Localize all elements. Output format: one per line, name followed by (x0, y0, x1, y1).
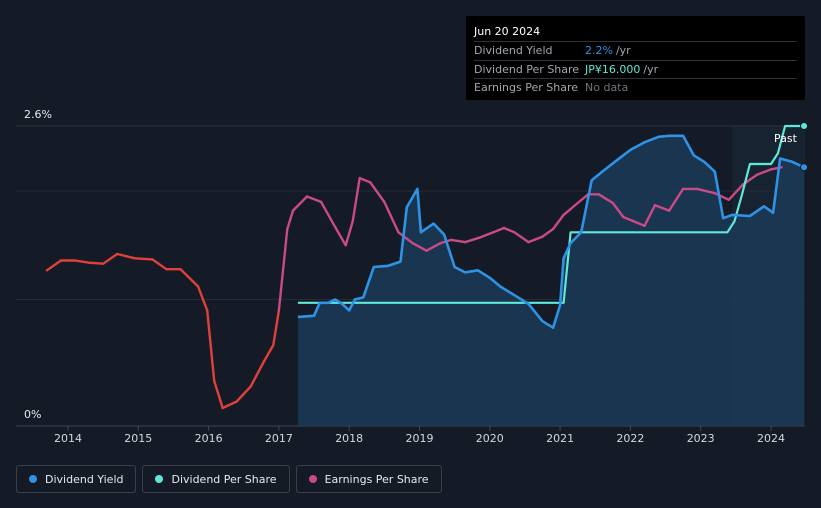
eps-segment (221, 400, 238, 410)
eps-segment (449, 238, 467, 244)
eps-segment (597, 193, 614, 205)
eps-segment (713, 191, 730, 202)
eps-segment (513, 231, 530, 244)
legend-label: Earnings Per Share (324, 472, 429, 486)
eps-segment (272, 309, 281, 347)
eps-segment (611, 201, 625, 219)
eps-segment (541, 227, 555, 238)
tooltip-value: No data (585, 81, 629, 94)
eps-segment (151, 258, 168, 271)
dividend-yield-area (297, 135, 804, 427)
eps-segment (667, 187, 685, 212)
x-tick-label: 2020 (476, 432, 504, 445)
eps-segment (696, 187, 716, 195)
x-tick-label: 2021 (546, 432, 574, 445)
eps-segment (492, 226, 506, 234)
legend-label: Dividend Yield (45, 472, 124, 486)
x-tick-label: 2024 (757, 432, 785, 445)
x-tick-label: 2016 (195, 432, 223, 445)
tooltip-label: Dividend Yield (474, 44, 553, 57)
eps-segment (87, 261, 105, 265)
eps-segment (333, 225, 347, 247)
eps-segment (344, 220, 354, 247)
eps-segment (527, 235, 544, 244)
eps-segment (464, 236, 481, 244)
eps-segment (576, 193, 590, 205)
eps-segment (411, 241, 428, 252)
eps-segment (286, 209, 295, 231)
eps-segment (397, 231, 414, 245)
tooltip-row-dividend-yield: Dividend Yield 2.2% /yr (474, 42, 797, 61)
x-tick-label: 2017 (265, 432, 293, 445)
tooltip-label: Dividend Per Share (474, 62, 580, 76)
eps-segment (383, 200, 400, 234)
tooltip-label: Earnings Per Share (474, 81, 579, 94)
eps-segment (73, 259, 91, 264)
tooltip-date: Jun 20 2024 (474, 23, 797, 42)
eps-segment (369, 181, 386, 204)
chart-legend: Dividend Yield Dividend Per Share Earnin… (16, 465, 442, 493)
tooltip-row-earnings-per-share: Earnings Per Share No data (474, 79, 797, 97)
dividend-yield-line (297, 134, 805, 329)
yield-end-marker (800, 163, 809, 172)
eps-segment (101, 252, 119, 265)
eps-segment (622, 215, 636, 223)
eps-segment (632, 220, 646, 228)
x-tick-label: 2019 (406, 432, 434, 445)
y-tick-label-top: 2.6% (24, 108, 52, 121)
eps-segment (755, 168, 773, 177)
dividend-yield-dot-icon (29, 475, 37, 483)
tooltip-row-dividend-per-share: Dividend Per Share JP¥16.000 /yr (474, 61, 797, 79)
x-tick-label: 2014 (54, 432, 82, 445)
eps-segment (277, 227, 289, 312)
eps-segment (653, 203, 671, 212)
hover-tooltip: Jun 20 2024 Dividend Yield 2.2% /yr Divi… (466, 16, 805, 100)
eps-segment (205, 309, 216, 383)
eps-segment (351, 176, 361, 223)
eps-segment (291, 195, 309, 212)
eps-segment (727, 183, 745, 202)
eps-segment (502, 226, 516, 234)
eps-segment (45, 259, 63, 272)
x-tick-label: 2023 (687, 432, 715, 445)
legend-dividend-yield[interactable]: Dividend Yield (16, 465, 137, 493)
legend-label: Dividend Per Share (171, 472, 277, 486)
eps-segment (425, 241, 442, 252)
tooltip-unit: /yr (643, 62, 659, 76)
eps-segment (643, 203, 657, 228)
eps-segment (196, 285, 209, 312)
legend-dividend-per-share[interactable]: Dividend Per Share (142, 465, 290, 493)
dividend-per-share-dot-icon (155, 475, 164, 483)
eps-segment (562, 201, 579, 217)
x-axis-ticks: 2014 2015 2016 2017 2018 2019 2020 2021 2022 2023… (54, 426, 785, 445)
x-tick-label: 2018 (335, 432, 363, 445)
eps-segment (358, 176, 372, 184)
dps-end-marker (800, 122, 809, 130)
legend-earnings-per-share[interactable]: Earnings Per Share (295, 465, 442, 493)
eps-segment (249, 361, 265, 388)
x-tick-label: 2015 (124, 432, 152, 445)
eps-segment (179, 268, 200, 288)
tooltip-value: JP¥16.000 (585, 62, 641, 76)
x-tick-label: 2022 (616, 432, 644, 445)
y-tick-label-bottom: 0% (24, 408, 41, 421)
past-label: Past (774, 132, 798, 145)
eps-segment (305, 195, 323, 204)
tooltip-value: 2.2% (585, 44, 613, 57)
eps-segment (319, 200, 337, 229)
eps-segment (235, 385, 253, 403)
earnings-per-share-series (45, 165, 783, 410)
eps-segment (212, 379, 224, 410)
eps-segment (262, 343, 275, 364)
earnings-per-share-dot-icon (308, 475, 317, 483)
tooltip-unit: /yr (615, 44, 631, 57)
eps-segment (133, 257, 154, 261)
eps-segment (115, 252, 137, 260)
eps-segment (551, 213, 565, 231)
eps-segment (478, 231, 495, 239)
dividend-per-share-line (297, 124, 804, 304)
